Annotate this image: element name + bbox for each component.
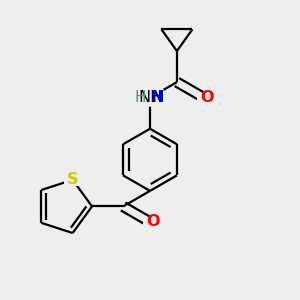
FancyBboxPatch shape (197, 93, 210, 104)
Text: NH: NH (138, 90, 162, 105)
FancyBboxPatch shape (143, 218, 156, 228)
FancyBboxPatch shape (141, 93, 159, 103)
Text: O: O (146, 214, 160, 230)
Text: H: H (135, 89, 146, 104)
FancyBboxPatch shape (64, 175, 79, 186)
Text: O: O (200, 90, 214, 105)
Text: S: S (67, 172, 78, 187)
Text: N: N (151, 89, 164, 104)
